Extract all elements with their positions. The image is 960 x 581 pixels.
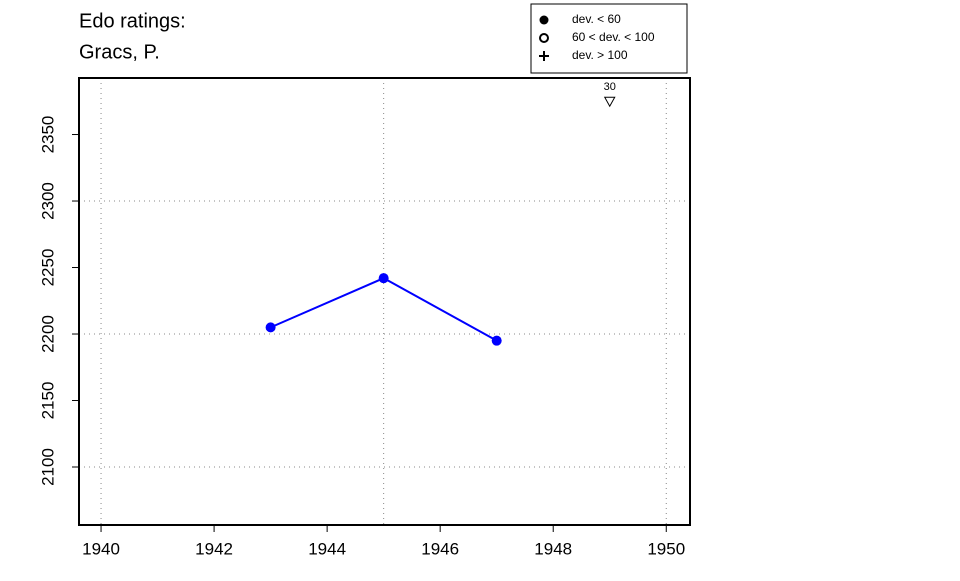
chart-subtitle: Gracs, P. [79, 41, 160, 63]
legend-box [530, 3, 688, 74]
x-tick-label: 1940 [82, 539, 120, 558]
legend-label: dev. > 100 [572, 48, 628, 62]
legend-symbol [539, 15, 549, 25]
x-tick-label: 1948 [534, 539, 572, 558]
point [265, 322, 276, 333]
legend-symbol [539, 51, 549, 61]
point [378, 273, 389, 284]
x-tick-label: 1946 [421, 539, 459, 558]
plot-frame [78, 77, 691, 526]
annotation-marker [603, 96, 616, 108]
y-tick-label: 2250 [38, 249, 57, 287]
y-tick-label: 2300 [38, 182, 57, 220]
y-tick-label: 2200 [38, 315, 57, 353]
legend-label: 60 < dev. < 100 [572, 30, 655, 44]
legend-label: dev. < 60 [572, 12, 621, 26]
y-tick-label: 2100 [38, 448, 57, 486]
y-tick-label: 2350 [38, 116, 57, 154]
y-tick-label: 2150 [38, 382, 57, 420]
legend-symbol [539, 33, 549, 43]
x-tick-label: 1950 [647, 539, 685, 558]
chart-title: Edo ratings: [79, 10, 186, 32]
point [491, 335, 502, 346]
annotation-label: 30 [604, 81, 616, 93]
x-tick-label: 1942 [195, 539, 233, 558]
x-tick-label: 1944 [308, 539, 346, 558]
